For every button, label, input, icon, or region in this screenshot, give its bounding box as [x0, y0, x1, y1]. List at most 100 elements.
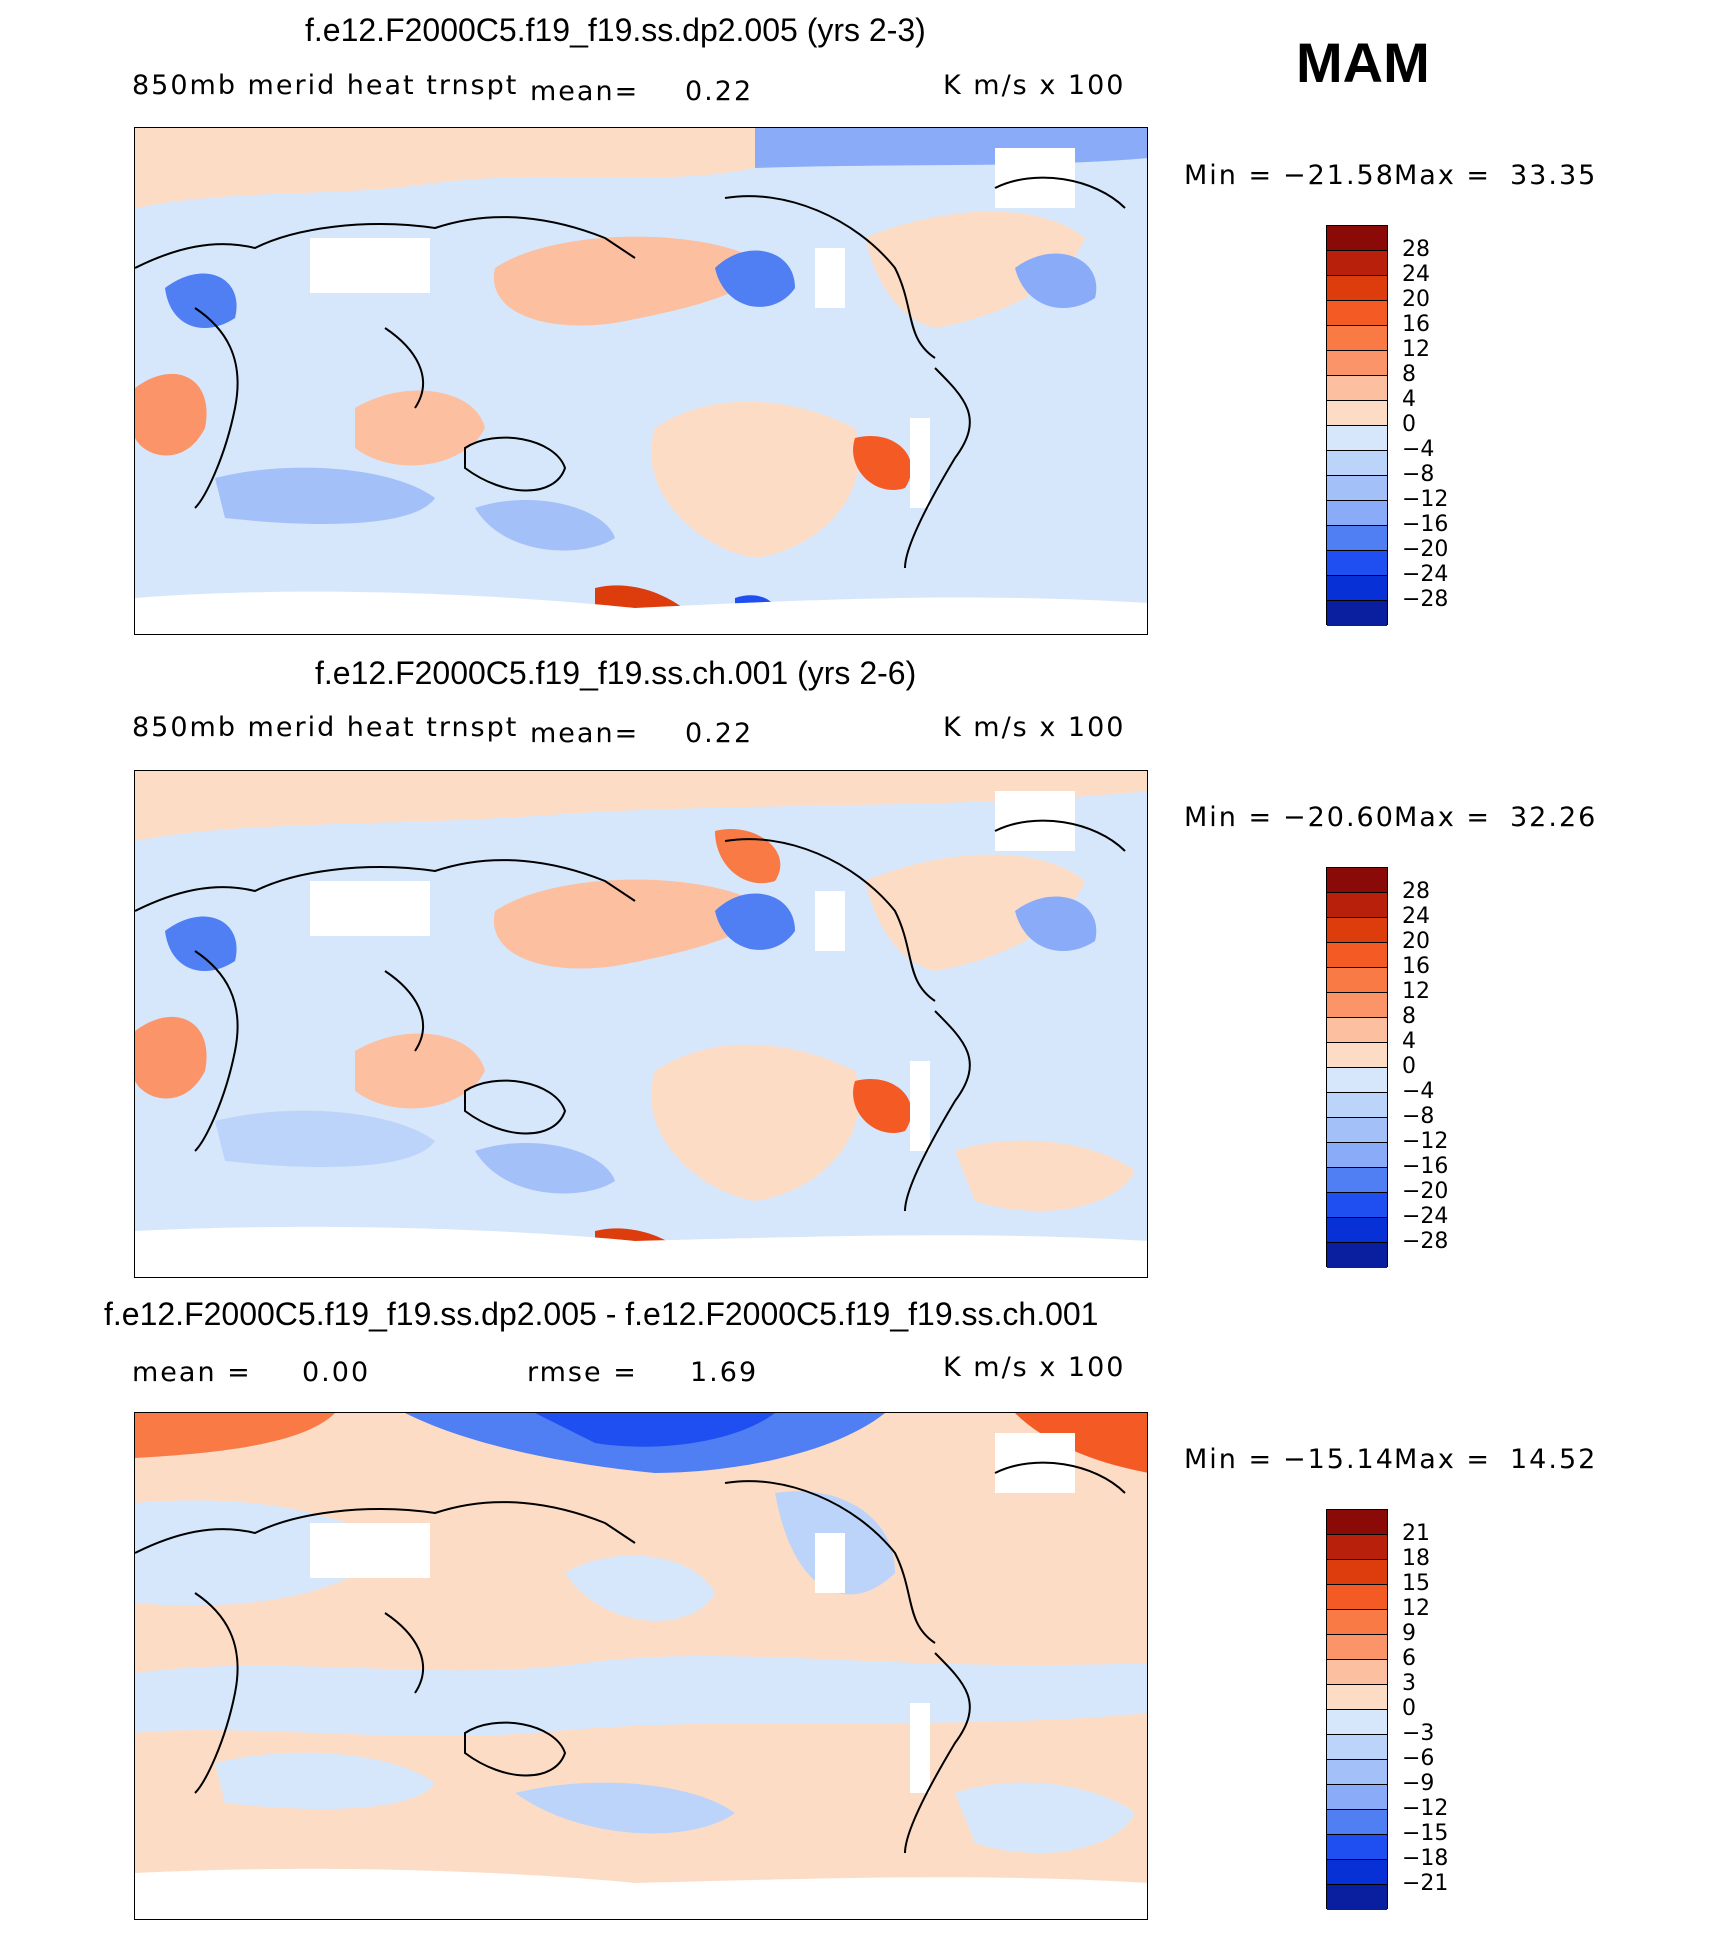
panel2-min-label: Min =: [1184, 802, 1274, 833]
panel2-neg-region-nepacific: [715, 893, 795, 950]
panel1-coastlines: [135, 176, 1126, 569]
panel3-colorbar-cell: [1327, 1710, 1387, 1735]
panel2-pos-region-samerica: [853, 1079, 912, 1133]
panel2-map: [134, 770, 1148, 1278]
panel2-colorbar-cell: [1327, 1168, 1387, 1193]
panel1-missing-antarctica: [135, 591, 1147, 634]
panel3-title: f.e12.F2000C5.f19_f19.ss.dp2.005 - f.e12…: [104, 1296, 1099, 1332]
panel3-neg-region-sindian: [215, 1752, 435, 1809]
panel1-colorbar-tick-label: −4: [1402, 437, 1435, 462]
panel2-max-label: Max =: [1394, 802, 1492, 833]
panel2-neg-region-soceaneast: [475, 1142, 615, 1194]
panel3-mean-label: mean =: [132, 1357, 252, 1388]
panel2-colorbar-tick-label: −16: [1402, 1154, 1449, 1179]
panel3-rmse-value: 1.69: [690, 1357, 759, 1388]
panel2-colorbar-cell: [1327, 968, 1387, 993]
panel1-min-value: −21.58: [1283, 160, 1395, 191]
panel2-colorbar-cell: [1327, 1043, 1387, 1068]
panel2-title: f.e12.F2000C5.f19_f19.ss.ch.001 (yrs 2-6…: [315, 655, 917, 691]
panel1-colorbar-tick-label: 28: [1402, 237, 1430, 262]
panel2-colorbar-cell: [1327, 1093, 1387, 1118]
panel2-colorbar-cell: [1327, 893, 1387, 918]
panel1-map-svg: [135, 128, 1147, 634]
panel1-neg-region-mideast: [165, 273, 237, 328]
panel3-rmse-label: rmse =: [527, 1357, 638, 1388]
panel2-colorbar-cell: [1327, 1243, 1387, 1268]
panel1-pos-region-npacific: [493, 236, 759, 326]
panel3-max-value: 14.52: [1510, 1444, 1598, 1475]
panel3-colorbar-tick-label: −18: [1402, 1846, 1449, 1871]
panel2-pos-region-spacific: [651, 1044, 860, 1201]
panel1-colorbar-cell: [1327, 251, 1387, 276]
panel3-missing-rockies: [815, 1533, 845, 1593]
panel1-colorbar-tick-label: 4: [1402, 387, 1416, 412]
panel3-colorbar-cell: [1327, 1735, 1387, 1760]
panel3-max-label: Max =: [1394, 1444, 1492, 1475]
panel3-colorbar-cell: [1327, 1635, 1387, 1660]
panel3-missing-antarctica: [135, 1868, 1147, 1919]
panel1-max-label: Max =: [1394, 160, 1492, 191]
panel1-colorbar-cell: [1327, 576, 1387, 601]
panel2-neg-region-natlantic: [1015, 896, 1097, 951]
panel3-neg-region-arcticinner: [535, 1413, 775, 1447]
panel1-colorbar-tick-label: −8: [1402, 462, 1435, 487]
panel2-colorbar-tick-label: 16: [1402, 954, 1430, 979]
panel3-colorbar-tick-label: −3: [1402, 1721, 1435, 1746]
panel2-missing-andes: [910, 1061, 930, 1151]
panel3-colorbar-tick-label: −21: [1402, 1871, 1449, 1896]
panel2-coastlines: [135, 819, 1126, 1212]
panel2-colorbar-cell: [1327, 993, 1387, 1018]
panel3-colorbar-tick-label: −6: [1402, 1746, 1435, 1771]
panel1-colorbar-tick-label: −20: [1402, 537, 1449, 562]
panel1-colorbar-tick-label: 16: [1402, 312, 1430, 337]
panel1-colorbar-cell: [1327, 476, 1387, 501]
panel2-colorbar-tick-label: −12: [1402, 1129, 1449, 1154]
panel3-missing-andes: [910, 1703, 930, 1793]
panel2-colorbar-cell: [1327, 1193, 1387, 1218]
panel2-colorbar-tick-label: −8: [1402, 1104, 1435, 1129]
panel1-colorbar-cell: [1327, 301, 1387, 326]
panel1-colorbar-tick-label: 12: [1402, 337, 1430, 362]
panel1-colorbar-cell: [1327, 426, 1387, 451]
panel3-colorbar-tick-label: 6: [1402, 1646, 1416, 1671]
panel3-colorbar-tick-label: 3: [1402, 1671, 1416, 1696]
panel1-colorbar-tick-label: 0: [1402, 412, 1416, 437]
panel3-colorbar-tick-label: 12: [1402, 1596, 1430, 1621]
panel3-colorbar-cell: [1327, 1660, 1387, 1685]
panel2-pos-region-tropics: [355, 1033, 485, 1109]
panel1-mean-value: 0.22: [685, 76, 754, 107]
panel3-colorbar-cell: [1327, 1885, 1387, 1910]
panel3-colorbar-tick-label: −15: [1402, 1821, 1449, 1846]
panel1-colorbar-tick-label: −16: [1402, 512, 1449, 537]
panel2-mean-label: mean=: [530, 718, 640, 749]
panel3-map: [134, 1412, 1148, 1920]
panel2-units: K m/s x 100: [943, 712, 1126, 743]
panel3-colorbar: [1326, 1509, 1388, 1910]
panel2-colorbar-cell: [1327, 1218, 1387, 1243]
panel2-pos-region-north: [135, 771, 1147, 841]
panel3-colorbar-tick-label: 9: [1402, 1621, 1416, 1646]
panel2-neg-region-mideast: [165, 916, 237, 971]
panel1-colorbar-cell: [1327, 401, 1387, 426]
panel2-pos-region-atlantic: [865, 854, 1085, 971]
panel2-colorbar-tick-label: −20: [1402, 1179, 1449, 1204]
panel3-colorbar-cell: [1327, 1560, 1387, 1585]
panel1-colorbar-cell: [1327, 351, 1387, 376]
panel3-colorbar-tick-label: −12: [1402, 1796, 1449, 1821]
panel2-colorbar-tick-label: 4: [1402, 1029, 1416, 1054]
panel2-colorbar-cell: [1327, 1118, 1387, 1143]
panel2-mean-value: 0.22: [685, 718, 754, 749]
panel3-colorbar-cell: [1327, 1535, 1387, 1560]
panel1-pos-region-samerica: [853, 436, 912, 490]
panel3-coastlines: [135, 1461, 1126, 1854]
panel1-units: K m/s x 100: [943, 70, 1126, 101]
panel3-colorbar-tick-label: 0: [1402, 1696, 1416, 1721]
panel3-colorbar-cell: [1327, 1585, 1387, 1610]
panel2-variable: 850mb merid heat trnspt: [132, 712, 519, 743]
panel3-neg-region-tropicalband: [135, 1655, 1147, 1736]
panel1-pos-region-tropics: [355, 390, 485, 466]
panel2-colorbar-tick-label: −28: [1402, 1229, 1449, 1254]
panel1-missing-rockies: [815, 248, 845, 308]
panel3-colorbar-cell: [1327, 1610, 1387, 1635]
panel1-colorbar-tick-label: 8: [1402, 362, 1416, 387]
